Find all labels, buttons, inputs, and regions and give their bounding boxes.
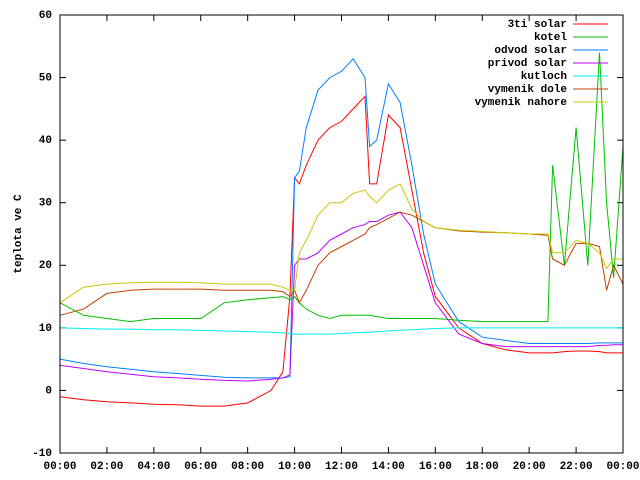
y-tick-label: 20 — [39, 260, 52, 272]
x-tick-label: 00:00 — [43, 461, 76, 473]
y-tick-label: 60 — [39, 10, 52, 22]
y-tick-label: -10 — [32, 448, 52, 460]
legend-label: kotel — [534, 32, 567, 44]
x-tick-label: 02:00 — [90, 461, 123, 473]
y-tick-label: 50 — [39, 72, 52, 84]
y-tick-label: 40 — [39, 135, 52, 147]
series-line — [59, 211, 623, 382]
x-tick-label: 04:00 — [137, 461, 170, 473]
series-line — [59, 327, 623, 335]
y-tick-label: 10 — [39, 323, 52, 335]
legend-label: vymenik dole — [488, 84, 568, 96]
y-tick-label: 0 — [45, 385, 52, 397]
legend-label: vymenik nahore — [475, 97, 568, 109]
y-axis-label: teplota ve C — [13, 194, 25, 274]
series-line — [59, 211, 624, 316]
plot-border — [59, 14, 624, 454]
y-tick-label: 30 — [39, 198, 52, 210]
x-tick-label: 18:00 — [466, 461, 499, 473]
x-tick-label: 14:00 — [372, 461, 405, 473]
series-line — [59, 52, 624, 323]
legend-label: 3ti solar — [508, 19, 567, 31]
x-tick-label: 12:00 — [325, 461, 358, 473]
x-tick-label: 10:00 — [278, 461, 311, 473]
x-tick-label: 20:00 — [513, 461, 546, 473]
x-tick-label: 08:00 — [231, 461, 264, 473]
series-line — [59, 183, 623, 304]
series-line — [59, 57, 623, 379]
legend-label: odvod solar — [494, 45, 567, 57]
x-tick-label: 06:00 — [184, 461, 217, 473]
x-tick-label: 16:00 — [419, 461, 452, 473]
x-tick-label: 00:00 — [606, 461, 639, 473]
legend-label: kutloch — [521, 71, 567, 83]
series-line — [59, 95, 623, 407]
x-tick-label: 22:00 — [560, 461, 593, 473]
legend-label: privod solar — [488, 58, 567, 70]
